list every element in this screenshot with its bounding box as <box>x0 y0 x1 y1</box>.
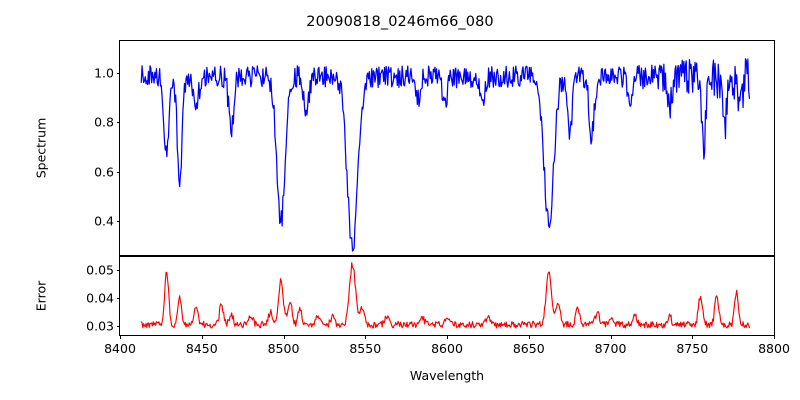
spectrum-series-line <box>120 41 774 255</box>
x-tick-mark <box>120 335 121 339</box>
spectrum-axis-label: Spectrum <box>33 117 49 179</box>
y-tick-mark <box>116 270 120 272</box>
error-panel: 0.03 0.04 0.05 8400 8450 8500 8550 8600 8650 8700… <box>86 256 790 356</box>
y-tick-mark <box>116 122 120 124</box>
wavelength-axis-label: Wavelength <box>409 368 485 383</box>
x-tick-mark <box>283 335 285 339</box>
y-tick-label: 0.8 <box>94 114 114 130</box>
x-tick-label: 8450 <box>185 341 218 356</box>
x-tick-label: 8750 <box>676 341 709 356</box>
spectrum-plot-area <box>120 41 774 255</box>
x-tick-label: 8400 <box>104 341 136 356</box>
error-axis-label: Error <box>33 280 49 312</box>
x-tick-mark <box>774 335 775 339</box>
x-tick-mark <box>201 335 203 339</box>
x-tick-mark <box>365 335 367 339</box>
y-tick-label: 0.04 <box>86 290 114 306</box>
error-data-path <box>141 263 749 328</box>
x-tick-label: 8650 <box>512 341 545 356</box>
error-series-line <box>120 257 774 335</box>
y-tick-label: 1.0 <box>94 65 114 81</box>
y-tick-mark <box>116 220 120 222</box>
error-plot-area <box>120 257 774 335</box>
y-tick-mark <box>116 171 120 173</box>
x-tick-mark <box>610 335 612 339</box>
y-tick-label: 0.05 <box>86 262 114 278</box>
y-tick-mark <box>116 73 120 75</box>
y-tick-mark <box>116 326 120 328</box>
x-tick-label: 8700 <box>594 341 627 356</box>
y-tick-label: 0.6 <box>94 164 114 180</box>
x-tick-label: 8600 <box>431 341 463 356</box>
figure-title: 20090818_0246m66_080 <box>306 14 494 30</box>
spectrum-data-path <box>141 59 749 251</box>
x-tick-mark <box>528 335 530 339</box>
y-tick-mark <box>116 298 120 300</box>
y-tick-label: 0.03 <box>86 318 114 334</box>
x-tick-label: 8500 <box>267 341 300 356</box>
spectrum-panel: 0.4 0.6 0.8 1.0 <box>94 40 775 259</box>
x-tick-mark <box>447 335 448 339</box>
y-tick-label: 0.4 <box>94 213 114 229</box>
x-tick-label: 8550 <box>349 341 382 356</box>
x-tick-label: 8800 <box>758 341 790 356</box>
x-tick-mark <box>692 335 694 339</box>
